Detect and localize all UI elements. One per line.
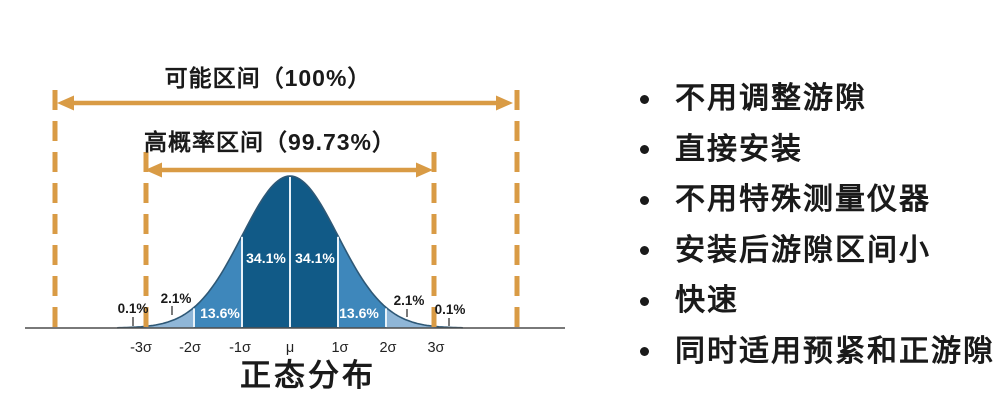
- list-item: 快速: [640, 276, 990, 327]
- feature-list: 不用调整游隙 直接安装 不用特殊测量仪器 安装后游隙区间小 快速 同时适用预紧和…: [640, 74, 993, 378]
- pct-label-left-34-1: 34.1%: [246, 250, 286, 266]
- pct-label-left-2-1: 2.1%: [161, 291, 192, 306]
- arrow-head-right-icon: [496, 95, 513, 111]
- possible-range-title: 可能区间（100%）: [165, 65, 372, 91]
- bullet-icon: [640, 296, 649, 306]
- list-item: 不用特殊测量仪器: [640, 175, 990, 226]
- arrow-head-left-icon: [145, 162, 162, 178]
- x-tick-minus-3-sigma: -3σ: [130, 340, 152, 356]
- high-probability-range-title: 高概率区间（99.73%）: [144, 129, 396, 155]
- list-item-label: 直接安装: [675, 132, 803, 166]
- bell-outline: [117, 175, 463, 329]
- pct-label-right-34-1: 34.1%: [295, 250, 335, 266]
- x-tick-minus-1-sigma: -1σ: [229, 340, 251, 356]
- bullet-icon: [640, 145, 649, 155]
- bullet-icon: [640, 347, 649, 357]
- list-item-label: 不用特殊测量仪器: [675, 183, 931, 217]
- arrow-head-right-icon: [416, 162, 433, 178]
- bell-segment-left-tail: [117, 307, 194, 328]
- list-item: 同时适用预紧和正游隙: [640, 327, 993, 378]
- pct-label-left-0-1: 0.1%: [118, 301, 149, 316]
- bell-segment-right-tail: [386, 307, 463, 328]
- list-item-label: 安装后游隙区间小: [675, 233, 931, 267]
- list-item: 不用调整游隙: [640, 74, 990, 125]
- list-item: 直接安装: [640, 125, 990, 176]
- bullet-icon: [640, 195, 649, 205]
- x-tick-minus-2-sigma: -2σ: [179, 340, 201, 356]
- x-tick-plus-2-sigma: 2σ: [379, 340, 396, 356]
- pct-label-left-13-6: 13.6%: [200, 305, 240, 321]
- pct-label-right-2-1: 2.1%: [394, 293, 425, 308]
- list-item: 安装后游隙区间小: [640, 226, 990, 277]
- list-item-label: 不用调整游隙: [675, 82, 867, 116]
- range-arrow-9973: [145, 162, 433, 178]
- bullet-icon: [640, 246, 649, 256]
- range-arrow-100: [57, 95, 513, 111]
- chart-title: 正态分布: [240, 358, 376, 393]
- pct-label-right-0-1: 0.1%: [435, 302, 466, 317]
- pct-label-right-13-6: 13.6%: [339, 305, 379, 321]
- bullet-icon: [640, 94, 649, 104]
- list-item-label: 同时适用预紧和正游隙: [675, 334, 995, 368]
- x-tick-mu: μ: [286, 340, 294, 356]
- normal-distribution-figure: 可能区间（100%） 高概率区间（99.73%） 0.1% 2.1% 13.6%…: [25, 65, 565, 393]
- arrow-head-left-icon: [57, 95, 74, 111]
- x-tick-plus-3-sigma: 3σ: [427, 340, 444, 356]
- x-tick-plus-1-sigma: 1σ: [331, 340, 348, 356]
- bell-curve: [117, 175, 463, 329]
- list-item-label: 快速: [675, 284, 739, 318]
